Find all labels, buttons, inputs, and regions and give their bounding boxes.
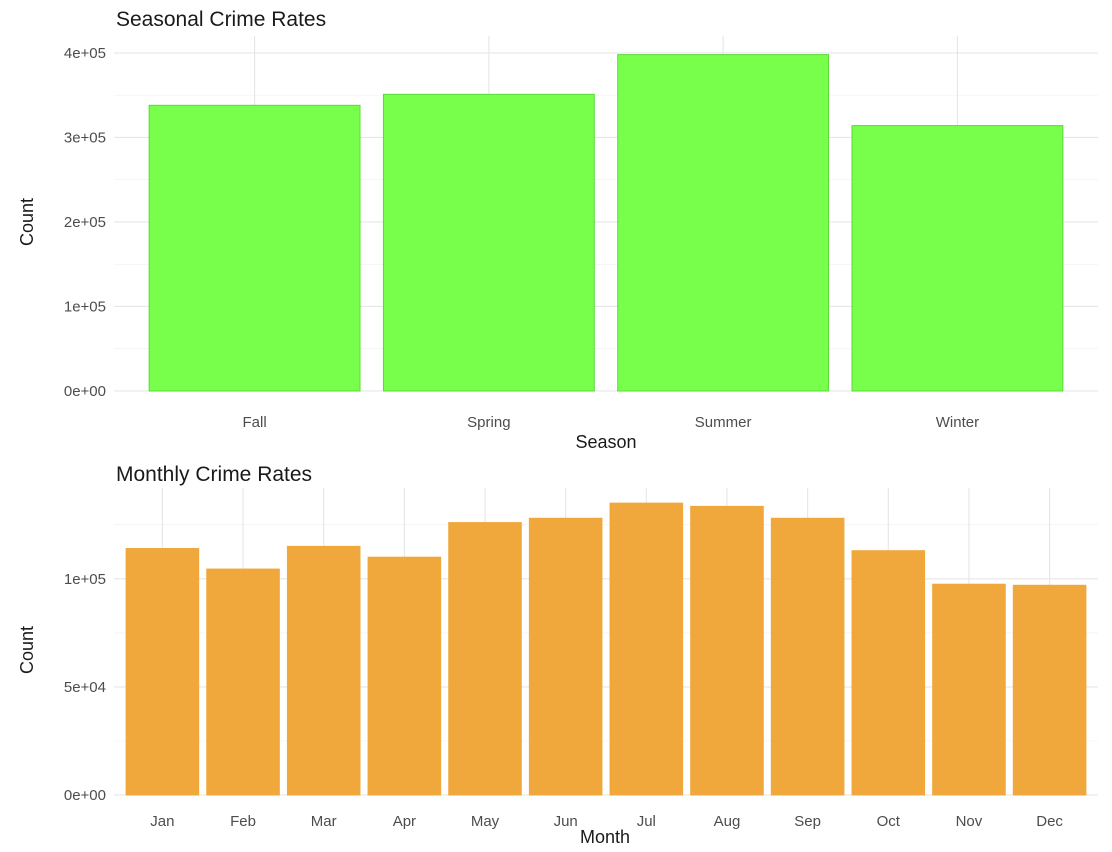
monthly-x-tick-label: Aug — [714, 813, 741, 830]
seasonal-y-tick-label: 3e+05 — [64, 129, 106, 146]
monthly-x-ticks: Jan Feb Mar Apr May Jun Jul Aug Sep Oct Nov Dec — [150, 813, 1063, 830]
seasonal-y-ticks: 0e+00 1e+05 2e+05 3e+05 4e+05 — [64, 45, 106, 400]
monthly-x-axis-label: Month — [580, 827, 630, 847]
monthly-bar-dec — [1012, 584, 1087, 796]
monthly-x-tick-label: Apr — [393, 813, 416, 830]
monthly-x-tick-label: Feb — [230, 813, 256, 830]
seasonal-chart-title: Seasonal Crime Rates — [116, 8, 326, 31]
monthly-y-tick-label: 5e+04 — [64, 679, 106, 696]
seasonal-x-ticks: Fall Spring Summer Winter — [242, 414, 979, 431]
seasonal-crime-chart: 0e+00 1e+05 2e+05 3e+05 4e+05 Fall Spring Summ… — [17, 8, 1098, 452]
monthly-y-tick-label: 1e+05 — [64, 571, 106, 588]
monthly-chart-title: Monthly Crime Rates — [116, 463, 312, 486]
monthly-bar-aug — [690, 505, 764, 796]
seasonal-x-tick-label: Spring — [467, 414, 510, 431]
monthly-y-axis-label: Count — [17, 626, 37, 674]
monthly-x-tick-label: Dec — [1036, 813, 1063, 830]
monthly-bar-may — [448, 522, 522, 796]
monthly-x-tick-label: Jul — [637, 813, 656, 830]
seasonal-x-tick-label: Winter — [936, 414, 979, 431]
monthly-x-tick-label: Nov — [956, 813, 983, 830]
monthly-x-tick-label: Oct — [877, 813, 901, 830]
seasonal-x-tick-label: Fall — [242, 414, 266, 431]
seasonal-x-tick-label: Summer — [695, 414, 752, 431]
monthly-x-tick-label: May — [471, 813, 500, 830]
monthly-x-tick-label: Sep — [794, 813, 821, 830]
monthly-y-ticks: 0e+00 5e+04 1e+05 — [64, 571, 106, 804]
seasonal-bar-spring — [382, 93, 595, 392]
seasonal-bars — [148, 54, 1064, 392]
monthly-bars — [125, 502, 1087, 796]
seasonal-y-tick-label: 2e+05 — [64, 214, 106, 231]
seasonal-y-axis-label: Count — [17, 198, 37, 246]
seasonal-bar-summer — [617, 54, 830, 392]
monthly-bar-jun — [528, 517, 603, 796]
monthly-x-tick-label: Jan — [150, 813, 174, 830]
monthly-bar-mar — [286, 545, 361, 796]
seasonal-y-tick-label: 1e+05 — [64, 298, 106, 315]
monthly-bar-nov — [932, 583, 1006, 796]
monthly-bar-feb — [206, 568, 280, 796]
seasonal-bar-winter — [851, 125, 1064, 392]
monthly-crime-chart: 0e+00 5e+04 1e+05 Jan Feb Mar Apr May Jun Jul Aug… — [17, 463, 1098, 847]
monthly-bar-oct — [851, 550, 926, 796]
seasonal-bar-fall — [148, 104, 361, 392]
monthly-bar-jan — [125, 548, 200, 796]
monthly-bar-apr — [367, 556, 442, 796]
seasonal-x-axis-label: Season — [575, 432, 636, 452]
monthly-x-tick-label: Mar — [311, 813, 337, 830]
seasonal-y-tick-label: 0e+00 — [64, 383, 106, 400]
monthly-y-tick-label: 0e+00 — [64, 787, 106, 804]
monthly-x-tick-label: Jun — [554, 813, 578, 830]
seasonal-y-tick-label: 4e+05 — [64, 45, 106, 62]
monthly-bar-sep — [770, 517, 845, 796]
monthly-bar-jul — [609, 502, 684, 796]
